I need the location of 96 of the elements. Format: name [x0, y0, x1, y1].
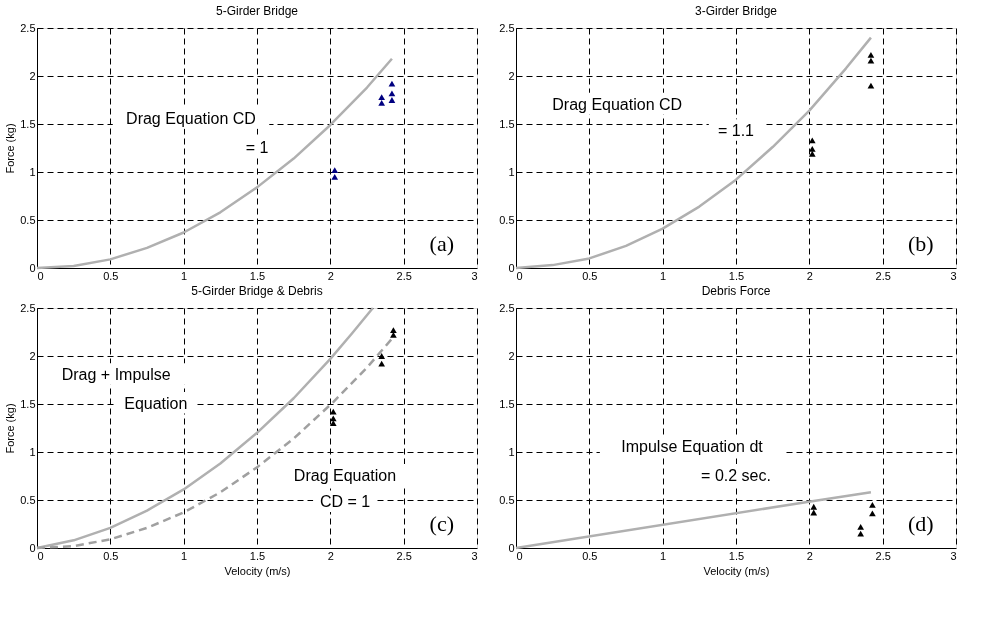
point — [329, 408, 337, 415]
point — [388, 80, 396, 87]
point — [388, 97, 396, 103]
annotation: Drag Equation — [293, 467, 397, 484]
x-tick-label: 2.5 — [396, 269, 412, 282]
annotation: = 1 — [245, 139, 269, 156]
annotation: CD = 1 — [319, 493, 371, 511]
y-tick-label: 1.5 — [499, 117, 515, 130]
point — [378, 360, 386, 367]
x-tick-label: 0.5 — [582, 269, 598, 282]
x-tick-label: 1 — [181, 269, 188, 282]
y-tick-label: 2.5 — [499, 301, 515, 314]
x-tick-label: 1.5 — [728, 549, 745, 562]
x-tick-label: 1 — [660, 269, 667, 282]
y-tick-label: 0.5 — [499, 493, 515, 506]
x-tick-label: 0 — [516, 269, 523, 282]
x-tick-label: 0 — [516, 549, 523, 562]
point — [867, 82, 875, 89]
x-tick-label: 2 — [327, 269, 334, 282]
x-tick-label: 1.5 — [249, 549, 266, 562]
x-tick-label: 0.5 — [582, 549, 598, 562]
x-tick-label: 1 — [181, 549, 188, 562]
y-tick-label: 1.5 — [20, 117, 36, 130]
x-tick-label: 2 — [806, 549, 813, 562]
annotation: (a) — [429, 231, 455, 256]
chart-title: 5-Girder Bridge & Debris — [191, 284, 323, 298]
y-tick-label: 2 — [29, 69, 36, 82]
point — [329, 420, 337, 427]
y-tick-label: 0 — [508, 261, 515, 274]
y-tick-label: 0 — [508, 541, 515, 554]
point — [331, 167, 339, 173]
x-tick-label: 3 — [950, 549, 957, 562]
x-tick-label: 0.5 — [103, 549, 119, 562]
x-axis-title: Velocity (m/s) — [703, 564, 770, 577]
point — [331, 173, 339, 180]
x-tick-label: 2 — [806, 269, 813, 282]
y-tick-label: 1 — [29, 165, 36, 178]
point — [857, 530, 865, 537]
chart-title: Debris Force — [701, 284, 771, 298]
y-tick-label: 2 — [508, 69, 515, 82]
point — [869, 501, 876, 508]
y-tick-label: 2.5 — [499, 21, 515, 34]
point — [378, 94, 386, 101]
y-tick-label: 1 — [508, 165, 515, 178]
point — [857, 523, 865, 530]
x-tick-label: 3 — [950, 269, 957, 282]
x-tick-label: 2.5 — [396, 549, 412, 562]
y-tick-label: 0.5 — [20, 493, 36, 506]
annotation: (d) — [907, 511, 934, 536]
annotation: = 0.2 sec. — [701, 467, 771, 484]
y-tick-label: 1 — [508, 445, 515, 458]
annotation: Equation — [124, 395, 188, 412]
y-tick-label: 1.5 — [499, 397, 515, 410]
x-axis-title: Velocity (m/s) — [224, 564, 291, 577]
annotation: Impulse Equation dt — [621, 438, 764, 456]
annotation: = 1.1 — [717, 122, 755, 140]
point — [808, 150, 816, 157]
y-tick-label: 0.5 — [499, 213, 515, 226]
y-tick-label: 2.5 — [20, 301, 36, 314]
x-tick-label: 0 — [37, 269, 44, 282]
annotation: Drag Equation CD — [126, 110, 256, 128]
chart-title: 5-Girder Bridge — [215, 4, 299, 18]
y-tick-label: 2 — [508, 349, 515, 362]
line-series — [514, 36, 873, 270]
x-tick-label: 1.5 — [728, 269, 745, 282]
y-tick-label: 0 — [29, 261, 36, 274]
point — [867, 51, 875, 58]
annotation: Drag + Impulse — [61, 366, 171, 384]
y-tick-label: 2.5 — [20, 21, 36, 34]
x-tick-label: 0.5 — [103, 269, 119, 282]
y-tick-label: 1 — [29, 445, 36, 458]
y-axis-title: Force (kg) — [4, 123, 17, 174]
y-tick-label: 0.5 — [20, 213, 36, 226]
y-axis-title: Force (kg) — [4, 403, 17, 454]
x-tick-label: 2 — [327, 549, 334, 562]
x-tick-label: 3 — [471, 549, 478, 562]
point — [378, 353, 386, 359]
line-series — [35, 57, 394, 270]
point — [867, 57, 875, 64]
point — [378, 99, 386, 106]
chart-title: 3-Girder Bridge — [694, 4, 778, 18]
x-tick-label: 2.5 — [875, 269, 891, 282]
x-tick-label: 1.5 — [249, 269, 266, 282]
y-tick-label: 1.5 — [20, 397, 36, 410]
annotation: (c) — [429, 511, 455, 536]
annotation: Drag Equation CD — [552, 95, 683, 113]
point — [390, 327, 397, 333]
y-tick-label: 2 — [29, 349, 36, 362]
point — [810, 503, 818, 510]
x-tick-label: 0 — [37, 549, 44, 562]
y-tick-label: 0 — [29, 541, 36, 554]
x-tick-label: 1 — [660, 549, 667, 562]
x-tick-label: 3 — [471, 269, 478, 282]
x-tick-label: 2.5 — [875, 549, 891, 562]
point — [388, 90, 396, 97]
annotation: (b) — [907, 231, 934, 256]
